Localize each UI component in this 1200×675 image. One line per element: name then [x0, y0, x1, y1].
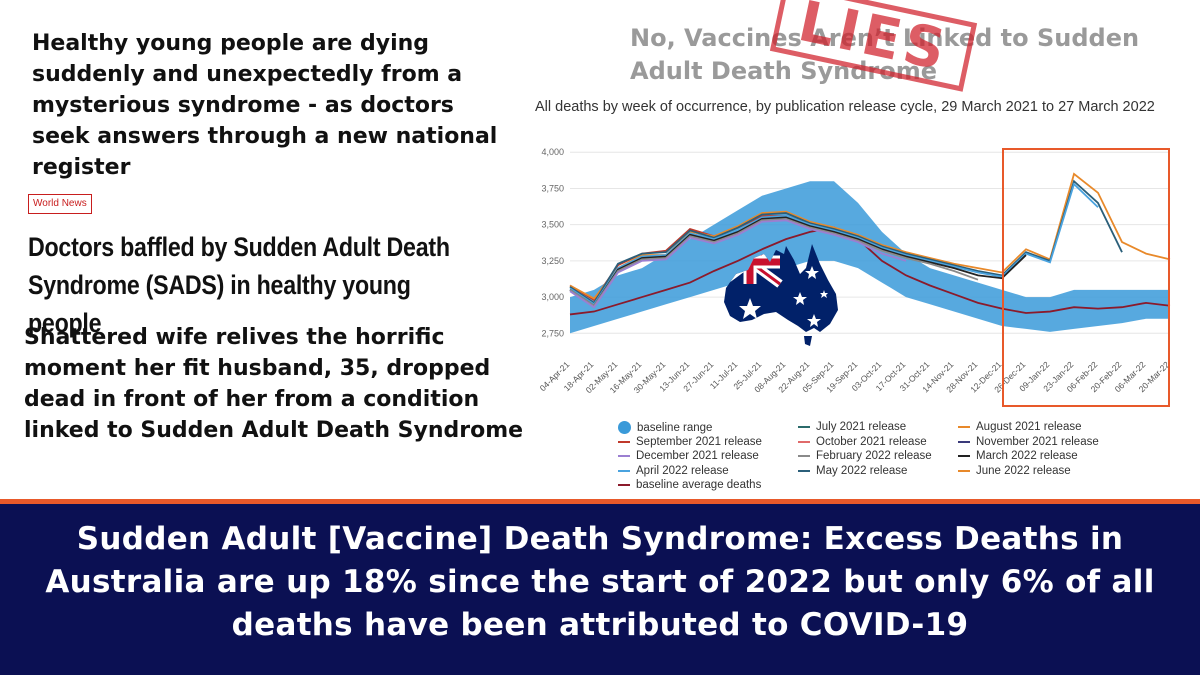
- banner-headline: Sudden Adult [Vaccine] Death Syndrome: E…: [45, 521, 1155, 643]
- legend-item: July 2021 release: [798, 421, 906, 433]
- legend-item: October 2021 release: [798, 436, 927, 448]
- legend-item: baseline range: [618, 421, 712, 434]
- australia-flag-map-icon: [724, 244, 838, 346]
- legend-swatch: [618, 421, 631, 434]
- legend-swatch: [958, 426, 970, 428]
- legend-label: October 2021 release: [816, 435, 927, 448]
- headline-dying-suddenly: Healthy young people are dying suddenly …: [32, 31, 498, 180]
- fact-check-title: No, Vaccines Aren’t Linked to Sudden Adu…: [630, 24, 1140, 85]
- legend-item: August 2021 release: [958, 421, 1082, 433]
- legend-swatch: [618, 484, 630, 486]
- legend-label: September 2021 release: [636, 435, 762, 448]
- y-tick-label: 3,250: [541, 256, 564, 266]
- series-line: [569, 179, 1123, 305]
- baseline-range-band: [570, 181, 1170, 334]
- legend-item: baseline average deaths: [618, 479, 761, 491]
- legend-label: August 2021 release: [976, 421, 1082, 433]
- legend-swatch: [958, 469, 970, 472]
- legend-swatch: [618, 469, 630, 472]
- legend-label: February 2022 release: [816, 450, 932, 462]
- headline-shattered-wife: Shattered wife relives the horrific mome…: [24, 325, 524, 443]
- legend-item: November 2021 release: [958, 436, 1099, 448]
- y-tick-label: 4,000: [541, 147, 564, 157]
- legend-swatch: [798, 440, 810, 443]
- legend-item: June 2022 release: [958, 465, 1071, 477]
- banner: [0, 504, 1200, 675]
- series-line: [569, 219, 907, 309]
- highlight-box: [1002, 148, 1170, 407]
- legend-label: baseline average deaths: [636, 479, 762, 491]
- legend-label: baseline range: [637, 421, 713, 434]
- headline-doctors-baffled: Doctors baffled by Sudden Adult Death Sy…: [28, 232, 450, 338]
- legend-swatch: [618, 440, 630, 443]
- legend-item: February 2022 release: [798, 450, 932, 462]
- series-line: [569, 217, 979, 307]
- legend-swatch: [798, 426, 810, 428]
- chart-title: All deaths by week of occurrence, by pub…: [535, 99, 1155, 115]
- legend-label: June 2022 release: [976, 464, 1071, 477]
- legend-swatch: [618, 455, 630, 457]
- world-news-tag: World News: [28, 194, 92, 214]
- legend-swatch: [958, 440, 970, 443]
- y-tick-label: 3,500: [541, 220, 564, 230]
- legend-item: May 2022 release: [798, 465, 907, 477]
- series-line: [569, 226, 1171, 316]
- legend-label: March 2022 release: [976, 450, 1078, 462]
- legend-item: April 2022 release: [618, 465, 729, 477]
- legend-label: December 2021 release: [636, 450, 759, 462]
- legend-swatch: [798, 469, 810, 472]
- y-tick-label: 3,000: [541, 292, 564, 302]
- series-line: [569, 182, 1099, 306]
- legend-item: September 2021 release: [618, 436, 762, 448]
- legend-item: December 2021 release: [618, 450, 759, 462]
- y-tick-label: 2,750: [541, 328, 564, 338]
- legend-swatch: [798, 455, 810, 457]
- legend-item: March 2022 release: [958, 450, 1078, 462]
- banner-divider: [0, 499, 1200, 504]
- legend-label: July 2021 release: [816, 421, 907, 433]
- deaths-chart: 2,7503,0003,2503,5003,7504,00004-Apr-211…: [538, 147, 1172, 395]
- legend-swatch: [958, 455, 970, 457]
- legend-label: November 2021 release: [976, 435, 1099, 448]
- legend-label: May 2022 release: [816, 464, 908, 477]
- y-tick-label: 3,750: [541, 183, 564, 193]
- series-line: [569, 216, 1027, 308]
- legend-label: April 2022 release: [636, 464, 729, 477]
